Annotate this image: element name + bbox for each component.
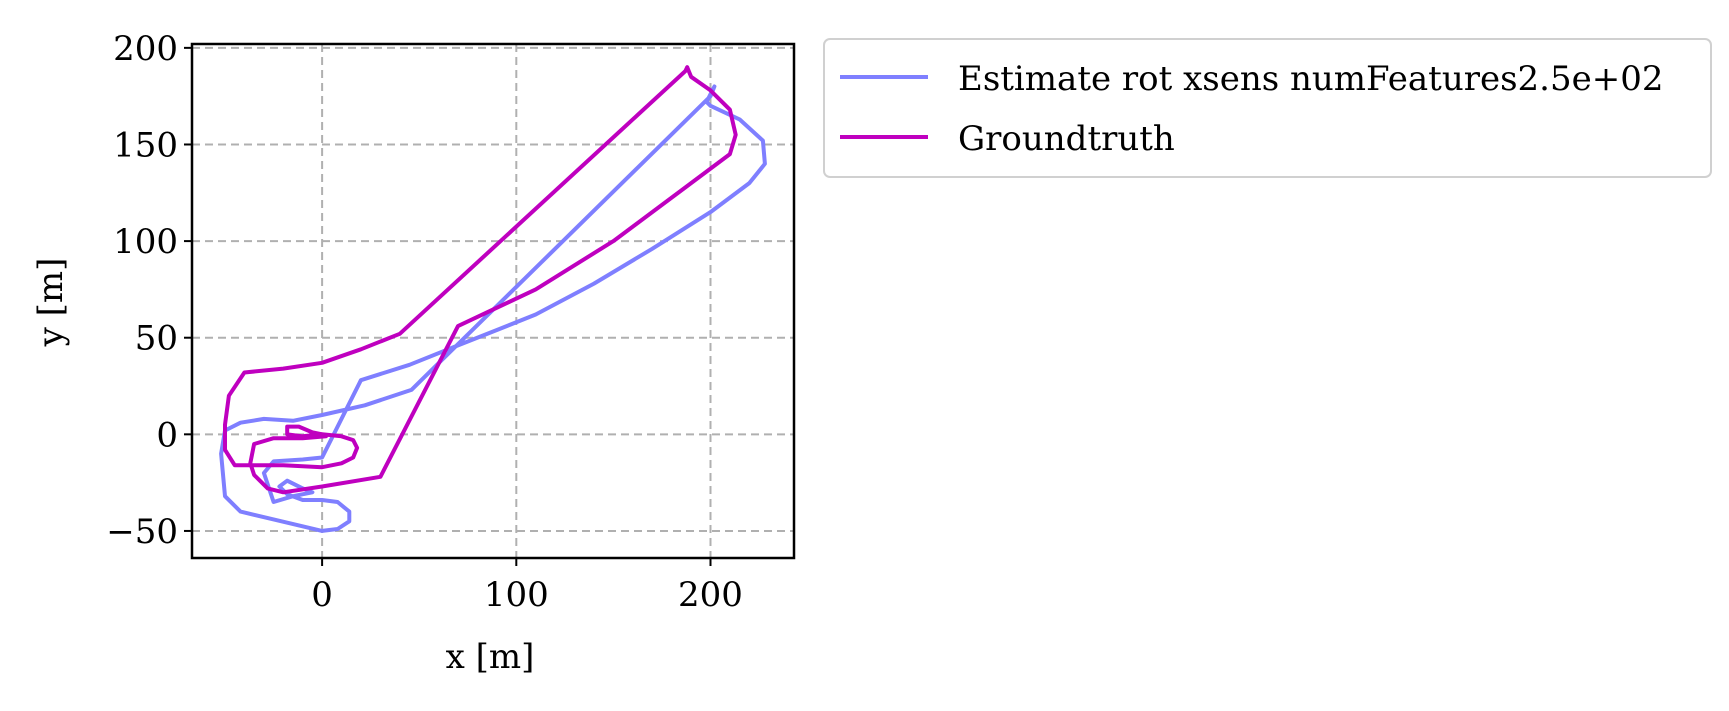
y-tick-label: 200 bbox=[113, 29, 178, 69]
legend-label-groundtruth: Groundtruth bbox=[958, 119, 1175, 159]
y-tick-label: −50 bbox=[106, 512, 178, 552]
legend-frame bbox=[823, 38, 1712, 178]
axes-frame bbox=[190, 42, 796, 560]
y-tick-label: 150 bbox=[113, 125, 178, 165]
x-axis-label: x [m] bbox=[446, 637, 535, 677]
plot-area bbox=[192, 44, 794, 558]
legend-label-estimate: Estimate rot xsens numFeatures2.5e+02 bbox=[958, 59, 1663, 99]
series-line-groundtruth bbox=[223, 65, 738, 495]
axes: 0 100 200 −50 0 50 100 150 200 bbox=[106, 29, 796, 615]
x-tick-label: 0 bbox=[311, 575, 333, 615]
y-tick-label: 100 bbox=[113, 222, 178, 262]
y-axis-label: y [m] bbox=[31, 258, 71, 348]
y-tick-label: 0 bbox=[156, 415, 178, 455]
x-tick-label: 200 bbox=[678, 575, 743, 615]
legend: Estimate rot xsens numFeatures2.5e+02 Gr… bbox=[823, 38, 1712, 178]
y-tick-label: 50 bbox=[135, 319, 178, 359]
x-tick-label: 100 bbox=[484, 575, 549, 615]
